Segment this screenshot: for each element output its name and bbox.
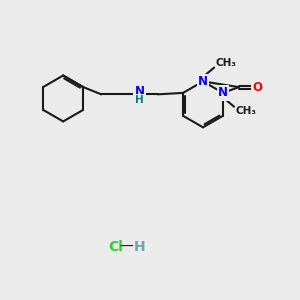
Text: H: H	[134, 240, 146, 254]
Text: N: N	[198, 75, 208, 88]
Text: Cl: Cl	[109, 240, 124, 254]
Text: O: O	[252, 81, 262, 94]
Text: CH₃: CH₃	[235, 106, 256, 116]
Text: N: N	[218, 86, 228, 99]
Text: N: N	[135, 85, 145, 98]
Text: CH₃: CH₃	[215, 58, 236, 68]
Text: H: H	[135, 94, 144, 105]
Text: —: —	[120, 240, 133, 254]
